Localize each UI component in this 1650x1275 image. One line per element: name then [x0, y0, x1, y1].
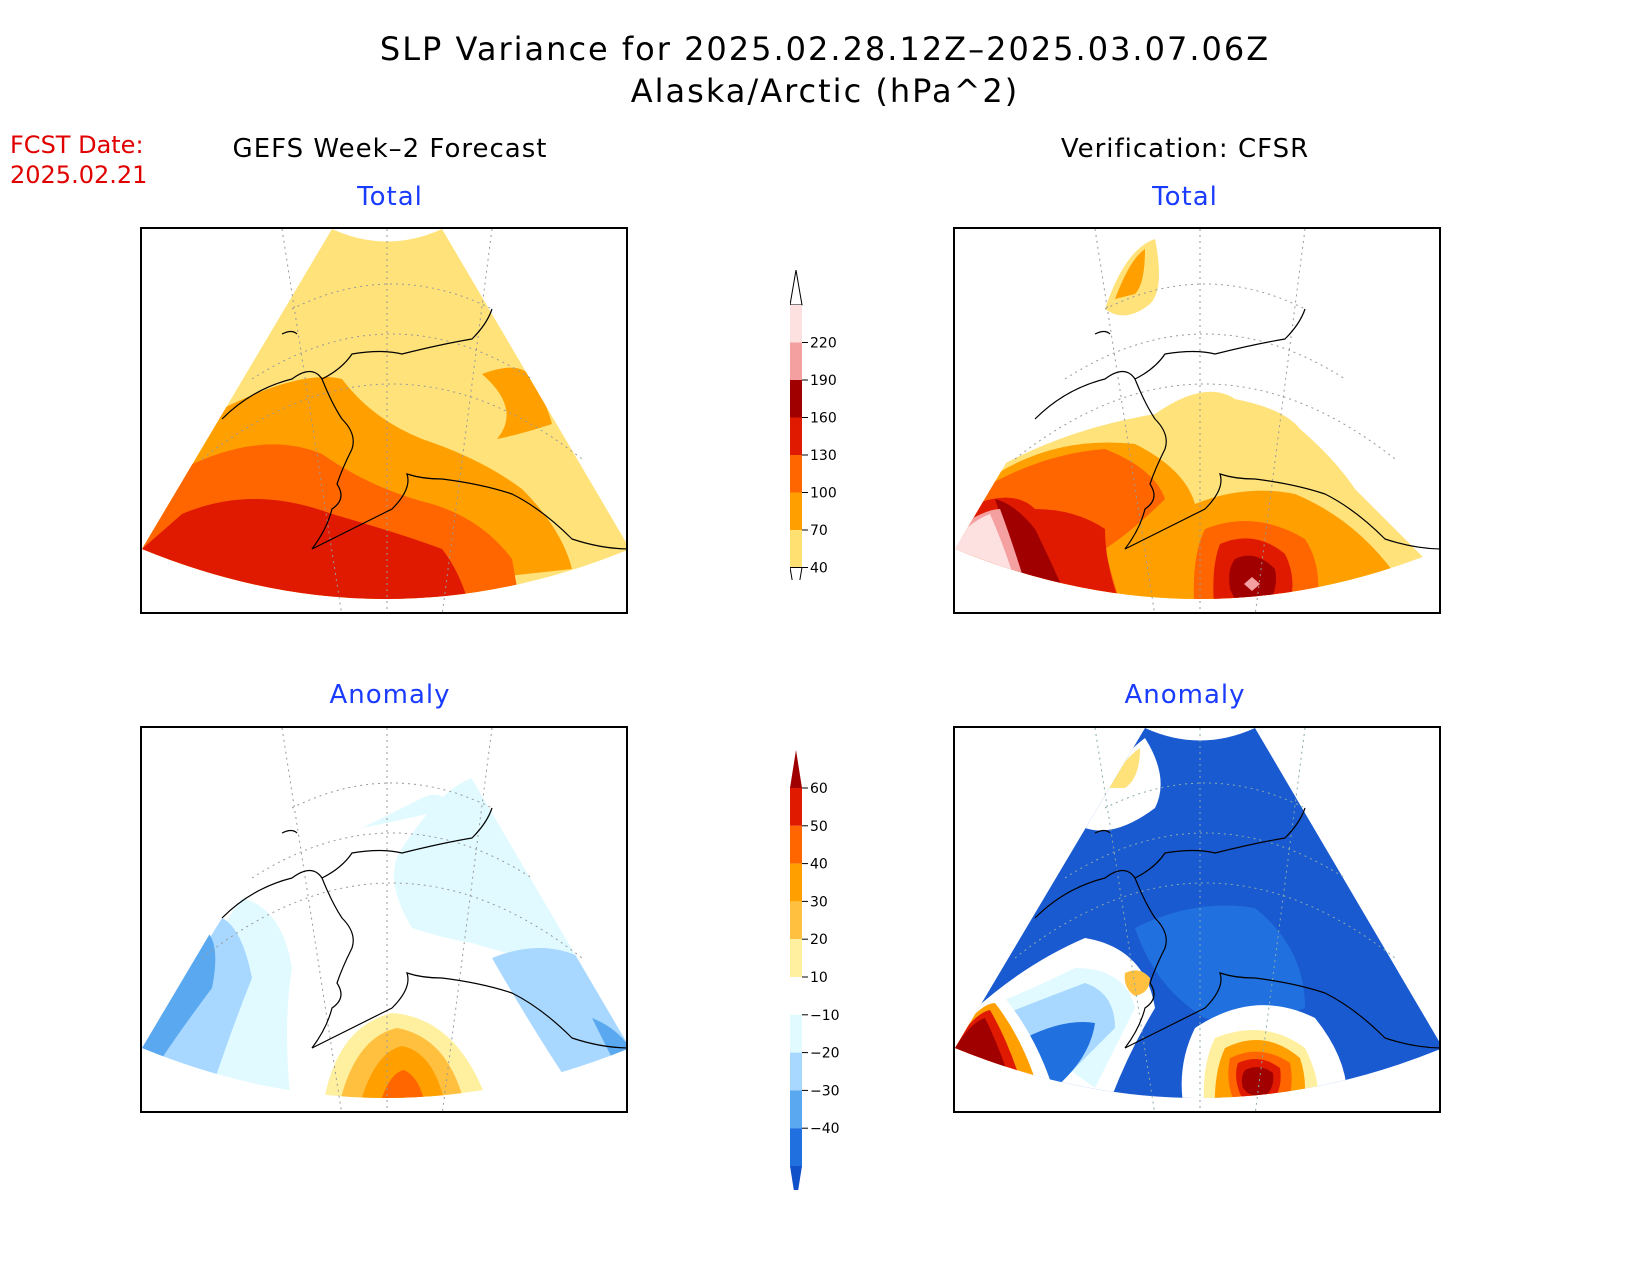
colorbar-tick-label: 30 [810, 894, 828, 910]
forecast-header: GEFS Week–2 Forecast [232, 134, 548, 164]
colorbar-segment [790, 417, 802, 455]
coastline [1034, 308, 1439, 550]
forecast-anomaly-map [140, 726, 628, 1113]
colorbar-tick-label: 40 [810, 561, 828, 577]
yellow-spot [1124, 970, 1150, 996]
colorbar-segment [790, 901, 802, 940]
blue-west-core [1025, 1022, 1095, 1088]
fcst-date-label: FCST Date: [10, 131, 144, 159]
colorbar-bottom-triangle [790, 1166, 802, 1190]
graticule [1014, 728, 1396, 1111]
mid-blue-region [142, 928, 216, 1058]
map-subtitle: Alaska/Arctic (hPa^2) [630, 72, 1020, 110]
coastline [221, 807, 626, 1049]
colorbar-segment [790, 1128, 802, 1166]
colorbar-segment [790, 1014, 802, 1053]
total-colorbar: 220 190 160 130 100 70 40 [790, 270, 837, 580]
light-blue-region [142, 918, 252, 1098]
colorbar-tick-label: 70 [810, 523, 828, 539]
graticule [201, 728, 583, 1111]
pink-spot [1244, 577, 1260, 591]
light-cyan-north [362, 794, 452, 828]
coastline [221, 308, 626, 550]
colorbar-tick-label: 100 [810, 486, 837, 502]
colorbar-tick-label: 130 [810, 448, 837, 464]
colorbar-top-triangle [790, 750, 802, 788]
colorbar-segment [790, 788, 802, 826]
forecast-total-label: Total [357, 182, 423, 212]
colorbar-segment [790, 1052, 802, 1091]
forecast-anomaly-label: Anomaly [329, 680, 451, 710]
colorbar-tick-label: −20 [810, 1046, 840, 1062]
colorbar-segment [790, 977, 802, 1015]
colorbar-segment [790, 1090, 802, 1129]
colorbar-segment [790, 455, 802, 493]
coastline [1034, 807, 1439, 1049]
verification-header: Verification: CFSR [1060, 134, 1310, 164]
colorbar-tick-label: 20 [810, 932, 828, 948]
verification-anomaly-label: Anomaly [1124, 680, 1246, 710]
graticule [1014, 229, 1396, 612]
colorbar-tick-label: 50 [810, 819, 828, 835]
dark-red-east [1241, 1067, 1274, 1097]
dark-orange-region [377, 1070, 427, 1098]
graticule [201, 229, 583, 612]
colorbar-tick-label: 60 [810, 781, 828, 797]
colorbar-segment [790, 863, 802, 902]
colorbar-segment [790, 825, 802, 864]
colorbar-segment [790, 305, 802, 343]
colorbar-segment [790, 380, 802, 418]
colorbar-tick-label: −10 [810, 1008, 840, 1024]
fcst-date-value: 2025.02.21 [10, 161, 148, 189]
colorbar-segment [790, 939, 802, 977]
anomaly-colorbar: 60 50 40 30 20 10 −10 −20 −30 −40 [790, 750, 840, 1190]
colorbar-tick-label: −30 [810, 1083, 840, 1099]
colorbar-tick-label: 190 [810, 373, 837, 389]
forecast-total-map [140, 227, 628, 614]
colorbar-tick-label: 10 [810, 970, 828, 986]
orange-blob-north [1115, 249, 1145, 299]
light-cyan-east [394, 778, 602, 978]
verification-total-label: Total [1152, 182, 1218, 212]
verification-total-map [953, 227, 1441, 614]
colorbar-tick-label: −40 [810, 1121, 840, 1137]
colorbar-tick-label: 40 [810, 857, 828, 873]
map-title: SLP Variance for 2025.02.28.12Z–2025.03.… [379, 30, 1271, 68]
colorbar-tick-label: 220 [810, 336, 837, 352]
colorbar-bottom-triangle [790, 567, 803, 580]
colorbar-tick-label: 160 [810, 411, 837, 427]
colorbar-segment [790, 530, 802, 568]
colorbar-segment [790, 492, 802, 530]
colorbar-top-triangle [790, 270, 803, 306]
colorbar-segment [790, 342, 802, 380]
blue-mid [1135, 905, 1305, 1022]
verification-anomaly-map [953, 726, 1441, 1113]
